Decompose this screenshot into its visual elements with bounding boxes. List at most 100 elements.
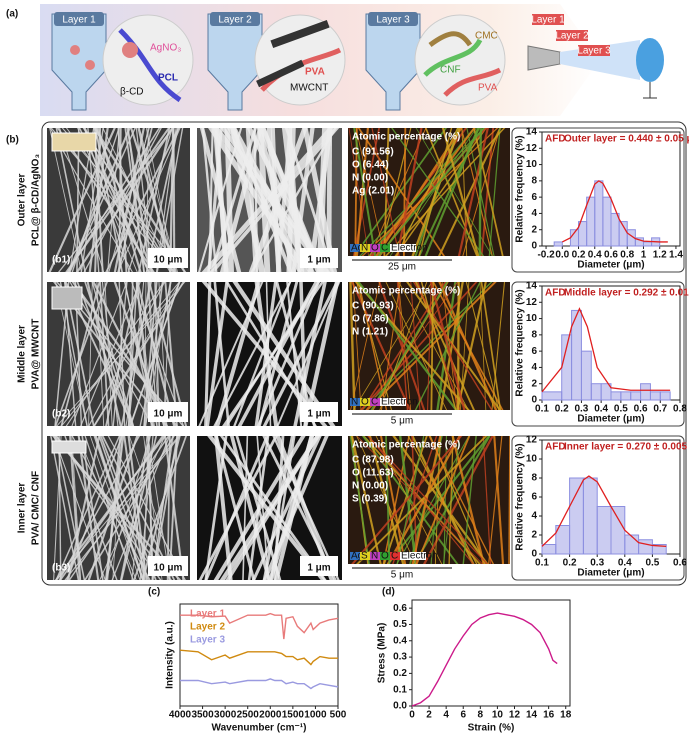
fiber <box>398 282 412 410</box>
eds-element: N (0.00) <box>352 173 388 184</box>
fiber <box>488 128 501 256</box>
fiber <box>53 436 106 580</box>
fiber <box>348 128 370 256</box>
fiber <box>424 128 480 256</box>
fiber <box>262 436 329 580</box>
scale-box <box>300 402 338 422</box>
histogram-bar <box>642 241 653 247</box>
y-tick-label: 0 <box>531 549 537 560</box>
row-layer: Inner layer <box>17 483 28 534</box>
fiber <box>293 282 327 426</box>
fibers <box>349 282 506 410</box>
x-tick-label: 0.1 <box>535 558 549 569</box>
x-tick-label: 6 <box>460 710 466 721</box>
x-tick-label: 0 <box>409 710 415 721</box>
eds-element: C (91.56) <box>352 147 394 158</box>
fiber <box>69 128 136 272</box>
eds-element: O (11.63) <box>352 468 394 479</box>
fiber <box>233 282 292 426</box>
fiber <box>441 282 458 410</box>
histogram-bar <box>580 350 592 401</box>
fiber <box>385 436 391 564</box>
eds-element: C (90.93) <box>352 301 394 312</box>
x-tick-label: 4000 <box>169 710 192 721</box>
x-tick-label: 0.6 <box>604 250 618 261</box>
fiber <box>213 282 230 426</box>
fiber <box>207 128 223 272</box>
x-axis-label: Wavenumber (cm⁻¹) <box>212 723 307 734</box>
y-tick-label: 12 <box>526 143 538 154</box>
fiber <box>54 282 108 426</box>
row-tag: (b2) <box>52 409 70 420</box>
fiber <box>353 128 377 256</box>
scale-box <box>300 248 338 268</box>
layer1-scheme <box>51 12 194 111</box>
row-material: PCL@ β-CD/AgNO₃ <box>31 154 42 247</box>
x-tick-label: 0.8 <box>620 250 634 261</box>
eds-chip-label: O <box>361 397 369 408</box>
fiber <box>429 282 466 410</box>
fiber <box>428 436 495 564</box>
x-tick-label: 1.4 <box>669 250 683 261</box>
fiber <box>350 282 381 410</box>
scheme-label: PVA <box>478 83 498 94</box>
fiber <box>391 128 485 256</box>
scale-bar-label: 10 μm <box>154 563 183 574</box>
fiber <box>411 436 442 564</box>
y-tick-label: 14 <box>526 127 538 138</box>
fiber <box>359 282 478 410</box>
x-tick-label: 1 <box>641 250 647 261</box>
fit-curve <box>541 307 671 393</box>
fiber <box>384 128 506 256</box>
histogram-bar <box>638 539 653 555</box>
fiber <box>386 436 462 564</box>
fiber <box>411 128 461 256</box>
fiber <box>93 436 145 580</box>
y-axis-label: Stress (MPa) <box>377 623 388 684</box>
histogram-bar <box>596 506 612 555</box>
eds-chip <box>370 244 380 252</box>
legend-entry: Layer 2 <box>190 622 225 633</box>
eds-chip-label: C <box>371 397 378 408</box>
line-series <box>411 612 558 707</box>
y-tick-label: 4 <box>531 511 537 522</box>
fiber <box>80 128 104 272</box>
x-tick-label: 12 <box>509 710 521 721</box>
eds-chip <box>390 244 416 252</box>
fiber <box>75 128 174 272</box>
fiber <box>105 128 180 272</box>
x-tick-label: 2500 <box>237 710 260 721</box>
fiber <box>86 282 122 426</box>
x-tick-label: 0.8 <box>673 404 687 415</box>
fiber <box>112 436 123 580</box>
x-tick-label: 2 <box>426 710 432 721</box>
plot-frame <box>179 603 339 707</box>
y-tick-label: 2 <box>531 224 537 235</box>
scheme-label: PCL <box>158 73 178 84</box>
scale-bar-label: 1 μm <box>307 255 330 266</box>
fiber <box>67 436 101 580</box>
plot-frame <box>411 599 571 707</box>
x-tick-label: 0.2 <box>555 404 569 415</box>
fiber <box>357 282 458 410</box>
eds-chip <box>360 552 370 560</box>
histogram-bar <box>659 391 671 401</box>
fiber <box>351 282 412 410</box>
histogram-bar <box>590 383 602 401</box>
fiber <box>395 128 459 256</box>
x-tick-label: 500 <box>330 710 347 721</box>
x-tick-label: 14 <box>526 710 538 721</box>
fiber <box>205 282 229 426</box>
x-tick-label: 0.0 <box>555 250 569 261</box>
fiber <box>127 128 145 272</box>
row-layer: Middle layer <box>17 325 28 383</box>
eds-title: Atomic percentage (%) <box>352 132 460 143</box>
y-tick-label: 10 <box>526 454 538 465</box>
eds-element: O (6.44) <box>352 160 389 171</box>
fiber <box>253 128 259 272</box>
x-tick-label: 0.1 <box>535 404 549 415</box>
fiber <box>385 282 448 410</box>
fiber <box>107 128 120 272</box>
annotation: Outer layer = 0.440 ± 0.05 μm <box>564 134 689 145</box>
y-tick-label: 4 <box>531 208 537 219</box>
